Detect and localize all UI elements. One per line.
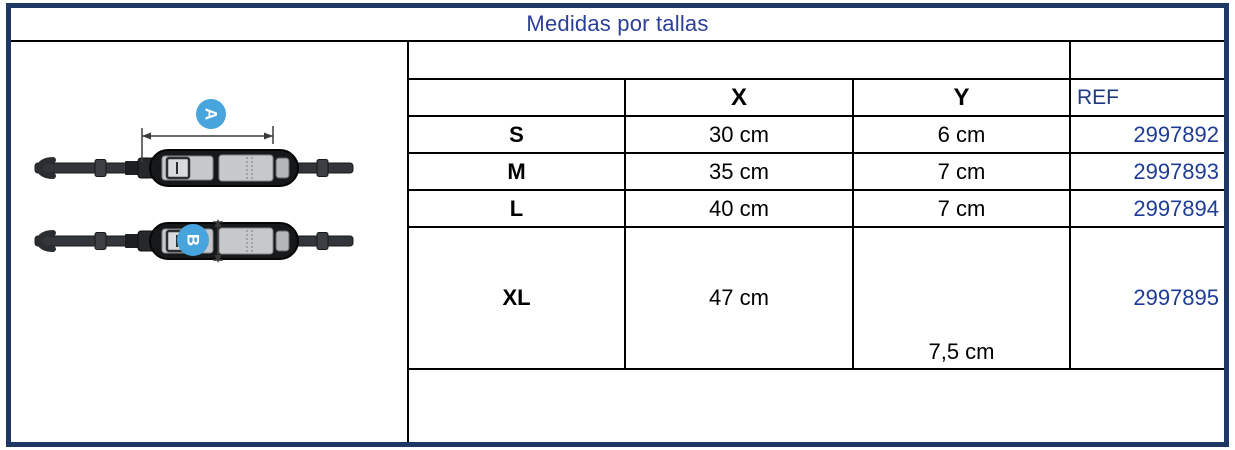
spacer-cell-ref xyxy=(1071,42,1224,80)
header-y: Y xyxy=(854,80,1071,117)
row-l-ref: 2997894 xyxy=(1071,191,1224,228)
page-title: Medidas por tallas xyxy=(526,11,709,36)
spacer-cell-left xyxy=(409,42,1071,80)
document-frame: Medidas por tallas xyxy=(6,3,1229,447)
row-xl-x: 47 cm xyxy=(626,228,854,370)
row-s-size: S xyxy=(409,117,626,154)
header-size xyxy=(409,80,626,117)
dimension-b-arrow-top xyxy=(214,219,222,227)
row-l-x: 40 cm xyxy=(626,191,854,228)
row-xl-ref: 2997895 xyxy=(1071,228,1224,370)
row-xl-size: XL xyxy=(409,228,626,370)
belt-diagram: A B xyxy=(11,99,407,263)
row-s-y: 6 cm xyxy=(854,117,1071,154)
dimension-a-arrow-right xyxy=(264,132,273,140)
dimension-b-arrow-bottom xyxy=(214,255,222,263)
header-ref: REF xyxy=(1071,80,1224,117)
product-diagram-cell: A B xyxy=(11,42,409,442)
label-a-text: A xyxy=(202,108,221,120)
row-l-size: L xyxy=(409,191,626,228)
row-m-size: M xyxy=(409,154,626,191)
row-xl-y: 7,5 cm xyxy=(854,228,1071,370)
row-m-y: 7 cm xyxy=(854,154,1071,191)
title-bar: Medidas por tallas xyxy=(11,8,1224,42)
dimension-a-line xyxy=(141,126,274,162)
footer-empty-cell xyxy=(409,370,1224,442)
row-s-ref: 2997892 xyxy=(1071,117,1224,154)
content-area: A B xyxy=(11,42,1224,442)
row-m-ref: 2997893 xyxy=(1071,154,1224,191)
label-a-badge: A xyxy=(196,99,226,129)
row-l-y: 7 cm xyxy=(854,191,1071,228)
size-table: X Y REF S 30 cm 6 cm 2997892 M 35 cm 7 c… xyxy=(409,42,1224,442)
belt-top-illustration xyxy=(35,150,353,186)
dimension-a-arrow-left xyxy=(142,132,151,140)
label-b-badge: B xyxy=(177,224,209,256)
label-b-text: B xyxy=(184,234,203,246)
row-m-x: 35 cm xyxy=(626,154,854,191)
row-s-x: 30 cm xyxy=(626,117,854,154)
header-x: X xyxy=(626,80,854,117)
